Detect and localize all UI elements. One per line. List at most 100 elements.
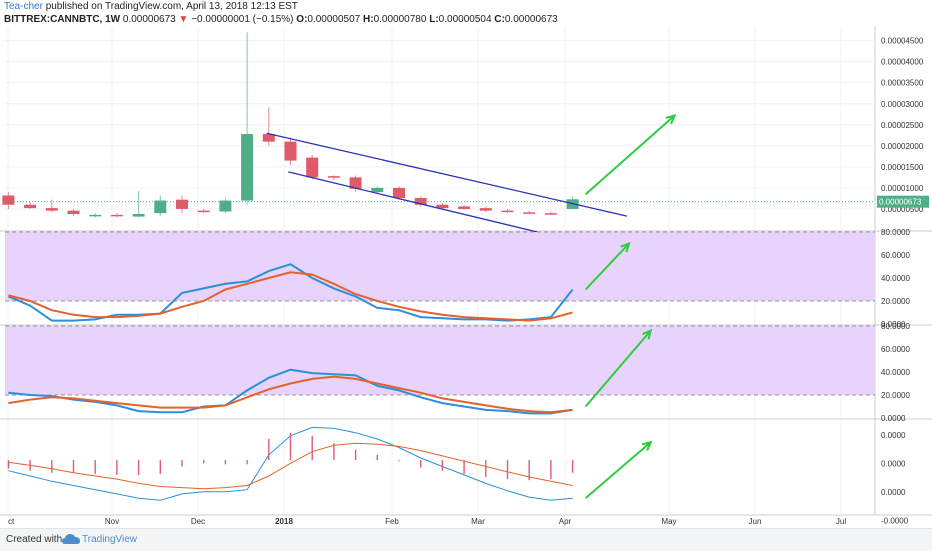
price-arrow-shaft	[584, 114, 676, 195]
candle-body	[2, 195, 15, 205]
price-axis-label: 0.00003500	[881, 79, 924, 88]
candle-body	[197, 210, 210, 213]
tradingview-cloud-icon	[62, 534, 80, 544]
published-text: published on TradingView.com, April 13, …	[45, 1, 298, 12]
x-tick-label: 2018	[275, 517, 293, 526]
price-axis-label: 0.00004500	[881, 37, 924, 46]
macd-orange-line	[8, 442, 573, 490]
candle-body	[393, 187, 405, 199]
candle-body	[479, 208, 492, 211]
pane-4-bg	[5, 420, 875, 514]
candle-body	[132, 214, 145, 217]
x-tick-label: Jun	[749, 517, 762, 526]
x-tick-label: ct	[8, 517, 15, 526]
last-price-tag-text: 0.00000673	[879, 198, 922, 207]
osc1-axis-label: 40.0000	[881, 274, 910, 283]
candle-body	[327, 176, 340, 178]
x-tick-label: Apr	[559, 517, 572, 526]
osc2-arrow-head	[642, 328, 653, 340]
publish-line: Tea-cher published on TradingView.com, A…	[4, 0, 924, 13]
osc2-axis-label: 0.0000	[881, 414, 906, 423]
price-arrow-head	[665, 114, 677, 125]
footer-bar: Created with TradingView	[0, 528, 932, 551]
low-value: 0.00000504	[438, 14, 492, 25]
tradingview-brand[interactable]: TradingView	[82, 534, 138, 545]
candle-body	[284, 141, 297, 161]
osc2-axis-label: 20.0000	[881, 391, 910, 400]
macd-axis-label: 0.0000	[881, 459, 906, 468]
osc2-orange-line	[8, 375, 573, 414]
candle-body	[523, 212, 536, 214]
macd-axis-label: 0.0000	[881, 431, 906, 440]
last-price-tag	[877, 195, 929, 208]
candle-body	[154, 200, 167, 214]
ohlc-line: BITTREX:CANNBTC, 1W 0.00000673 ▼ −0.0000…	[4, 13, 924, 26]
close-label: C:	[494, 14, 505, 25]
open-value: 0.00000507	[307, 14, 361, 25]
candle-body	[414, 198, 427, 205]
candle-body	[306, 157, 319, 178]
candle-body	[89, 214, 102, 217]
candle-body	[544, 213, 557, 215]
osc1-axis-label: 60.0000	[881, 251, 910, 260]
x-tick-label: Feb	[385, 517, 399, 526]
osc2-axis-label: 60.0000	[881, 345, 910, 354]
price-axis-label: 0.00001000	[881, 184, 924, 193]
price-axis-label: 0.00003000	[881, 100, 924, 109]
created-with-label: Created with	[6, 534, 63, 545]
macd-axis-label: -0.0000	[881, 516, 909, 525]
osc2-axis-label: 40.0000	[881, 368, 910, 377]
price-axis-label: 0.00002000	[881, 142, 924, 151]
candle-body	[371, 187, 384, 193]
high-label: H:	[363, 14, 374, 25]
macd-axis-label: 0.0000	[881, 488, 906, 497]
candle-body	[262, 134, 275, 142]
candle-body	[241, 134, 254, 201]
x-tick-label: May	[661, 517, 676, 526]
candle-body	[176, 199, 188, 209]
osc1-orange-line	[8, 271, 573, 322]
author-link[interactable]: Tea-cher	[4, 1, 43, 12]
candle-body	[45, 208, 58, 211]
last-price: 0.00000673	[122, 14, 176, 25]
osc1-arrow-shaft	[584, 242, 630, 291]
channel-upper-line	[266, 132, 627, 217]
chart-header: Tea-cher published on TradingView.com, A…	[4, 0, 924, 26]
osc2-axis-label: 80.0000	[881, 322, 910, 331]
low-label: L:	[429, 14, 439, 25]
osc2-band	[5, 326, 875, 395]
osc1-axis-label: 80.0000	[881, 228, 910, 237]
osc1-arrow-head	[620, 241, 631, 253]
price-axis-label: 0.00001500	[881, 163, 924, 172]
osc1-axis-label: 0.0000	[881, 320, 906, 329]
price-axis-label: 0.00000500	[881, 205, 924, 214]
channel-lower-line	[288, 171, 547, 235]
osc2-blue-line	[8, 368, 573, 415]
x-tick-label: Nov	[105, 517, 119, 526]
osc1-axis-label: 20.0000	[881, 297, 910, 306]
price-change: −0.00000001 (−0.15%)	[191, 14, 294, 25]
down-triangle-icon: ▼	[178, 14, 189, 25]
x-tick-label: Dec	[191, 517, 205, 526]
candle-body	[349, 177, 362, 189]
x-tick-label: Mar	[471, 517, 485, 526]
x-tick-label: Jul	[836, 517, 846, 526]
candle-body	[67, 210, 80, 215]
candle-body	[458, 206, 471, 209]
osc2-arrow-shaft	[584, 329, 652, 408]
candle-body	[436, 204, 449, 209]
candle-body	[110, 214, 123, 217]
price-axis-label: 0.00002500	[881, 121, 924, 130]
candle-body	[24, 204, 37, 209]
candle-body	[501, 210, 514, 213]
price-axis-label: 0.00004000	[881, 58, 924, 67]
macd-arrow-shaft	[584, 441, 652, 499]
candle-body	[219, 200, 232, 212]
symbol-label: BITTREX:CANNBTC, 1W	[4, 14, 121, 25]
chart-canvas[interactable]: ct Nov Dec 2018 Feb Mar Apr May Jun Jul 0.00004500…	[0, 26, 932, 528]
pane-1-bg	[5, 28, 875, 230]
close-value: 0.00000673	[504, 14, 558, 25]
macd-arrow-head	[641, 440, 653, 451]
high-value: 0.00000780	[373, 14, 427, 25]
osc1-band	[5, 232, 875, 301]
